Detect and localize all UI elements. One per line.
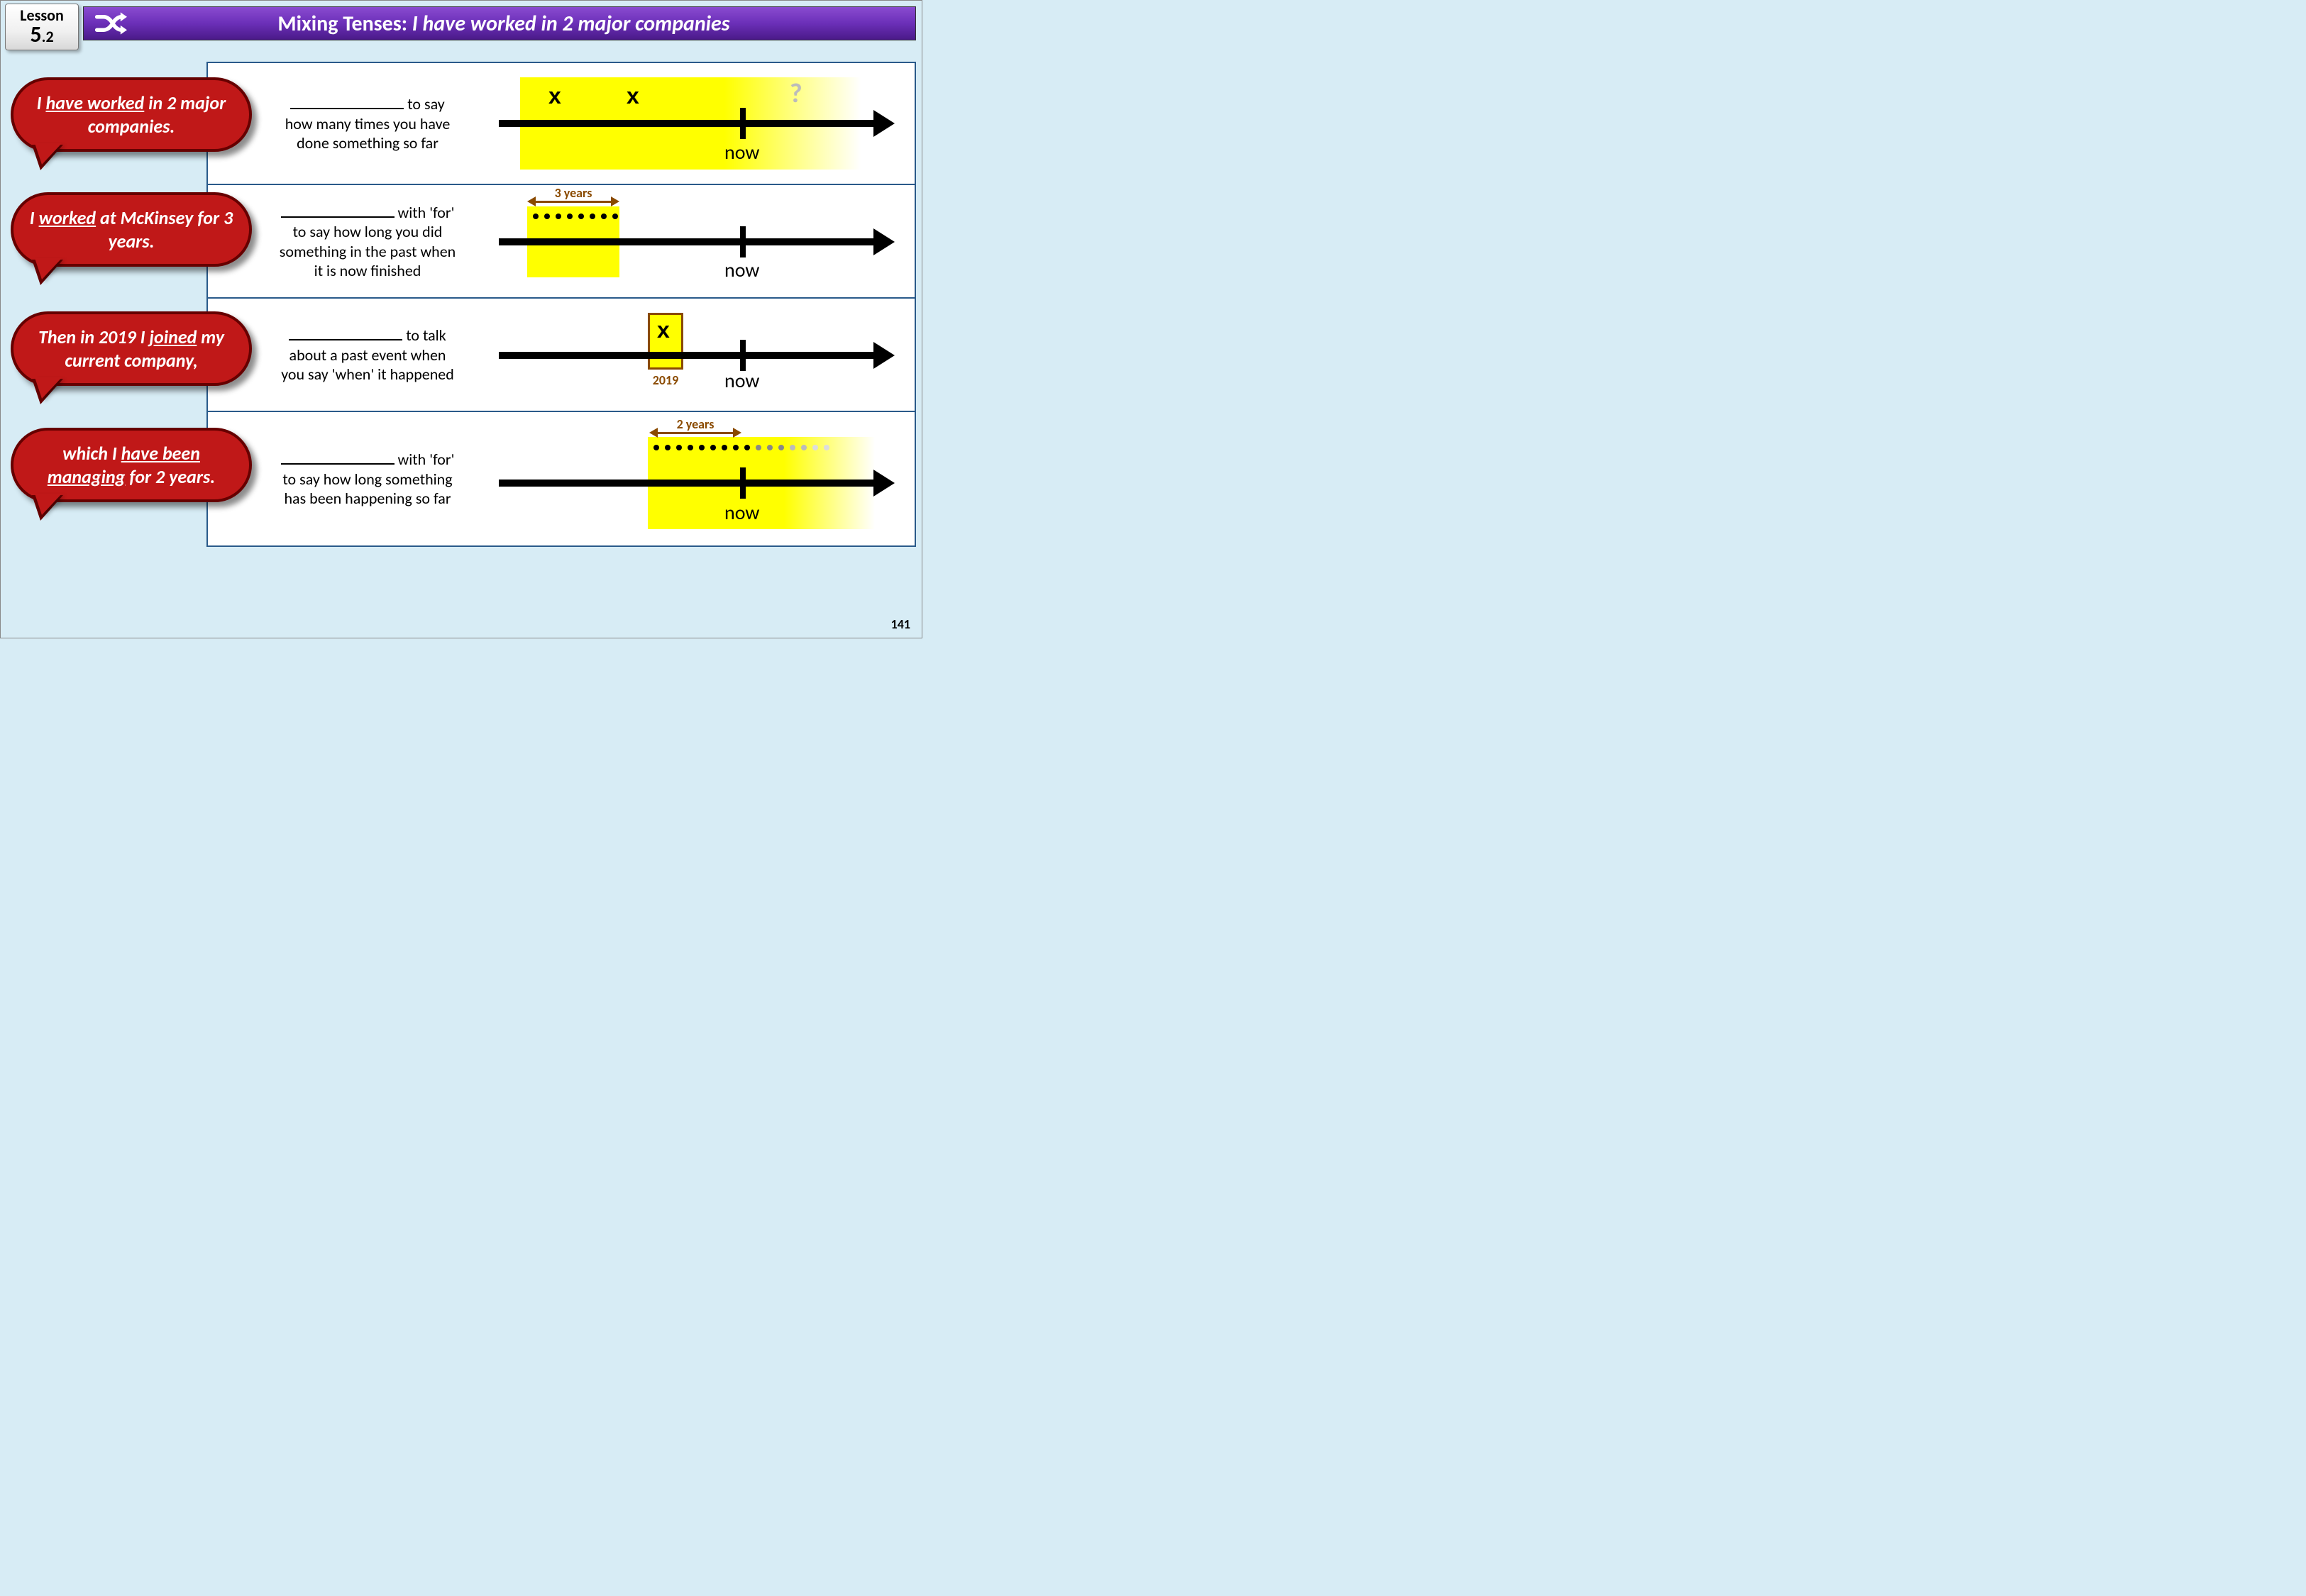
timeline-arrow (499, 480, 875, 487)
now-tick (740, 108, 746, 139)
duration-label: 2 years (671, 416, 720, 432)
timeline-arrow (499, 352, 875, 359)
event-x: x (548, 83, 561, 109)
duration-label: 3 years (548, 185, 598, 201)
fill-blank[interactable] (290, 94, 404, 109)
timeline: 3 years now (478, 185, 915, 297)
fill-blank[interactable] (289, 325, 402, 340)
now-label: now (724, 257, 759, 282)
lesson-number: 5.2 (30, 23, 53, 46)
title-italic: I have worked in 2 major companies (412, 11, 730, 37)
fill-blank[interactable] (281, 202, 395, 218)
speech-bubble: I worked at McKinsey for 3 years. (11, 192, 252, 267)
page-number: 141 (891, 616, 910, 632)
duration-arrow (534, 201, 612, 203)
duration-dots (653, 445, 829, 450)
panel-row: to talk about a past event when you say … (208, 297, 915, 411)
now-tick (740, 467, 746, 499)
speech-bubble: Then in 2019 I joined my current company… (11, 311, 252, 386)
title-plain: Mixing Tenses: (277, 11, 412, 37)
panels: to say how many times you have done some… (206, 62, 916, 547)
duration-arrow (656, 432, 734, 434)
panel-row: with 'for' to say how long you did somet… (208, 184, 915, 297)
timeline: x x ? now (478, 63, 915, 184)
now-tick (740, 226, 746, 257)
timeline: 2 years now (478, 412, 915, 545)
timeline-arrow (499, 238, 875, 245)
now-label: now (724, 500, 759, 525)
duration-dots (533, 214, 618, 219)
page-title: Mixing Tenses: I have worked in 2 major … (128, 11, 915, 37)
timeline: x 2019 now (478, 299, 915, 411)
title-bar: Mixing Tenses: I have worked in 2 major … (83, 6, 916, 40)
speech-bubble: I have worked in 2 major companies. (11, 77, 252, 152)
fill-blank[interactable] (281, 449, 395, 465)
now-label: now (724, 140, 759, 165)
panel-row: with 'for' to say how long something has… (208, 411, 915, 545)
event-x: x (627, 83, 639, 109)
shuffle-icon (94, 9, 128, 38)
lesson-tab: Lesson 5.2 (5, 4, 79, 50)
speech-bubble: which I have been managing for 2 years. (11, 428, 252, 502)
year-label: 2019 (648, 372, 683, 388)
now-label: now (724, 368, 759, 393)
event-x: x (657, 317, 670, 343)
now-tick (740, 340, 746, 371)
future-question: ? (790, 77, 802, 110)
panel-row: to say how many times you have done some… (208, 63, 915, 184)
timeline-arrow (499, 120, 875, 127)
